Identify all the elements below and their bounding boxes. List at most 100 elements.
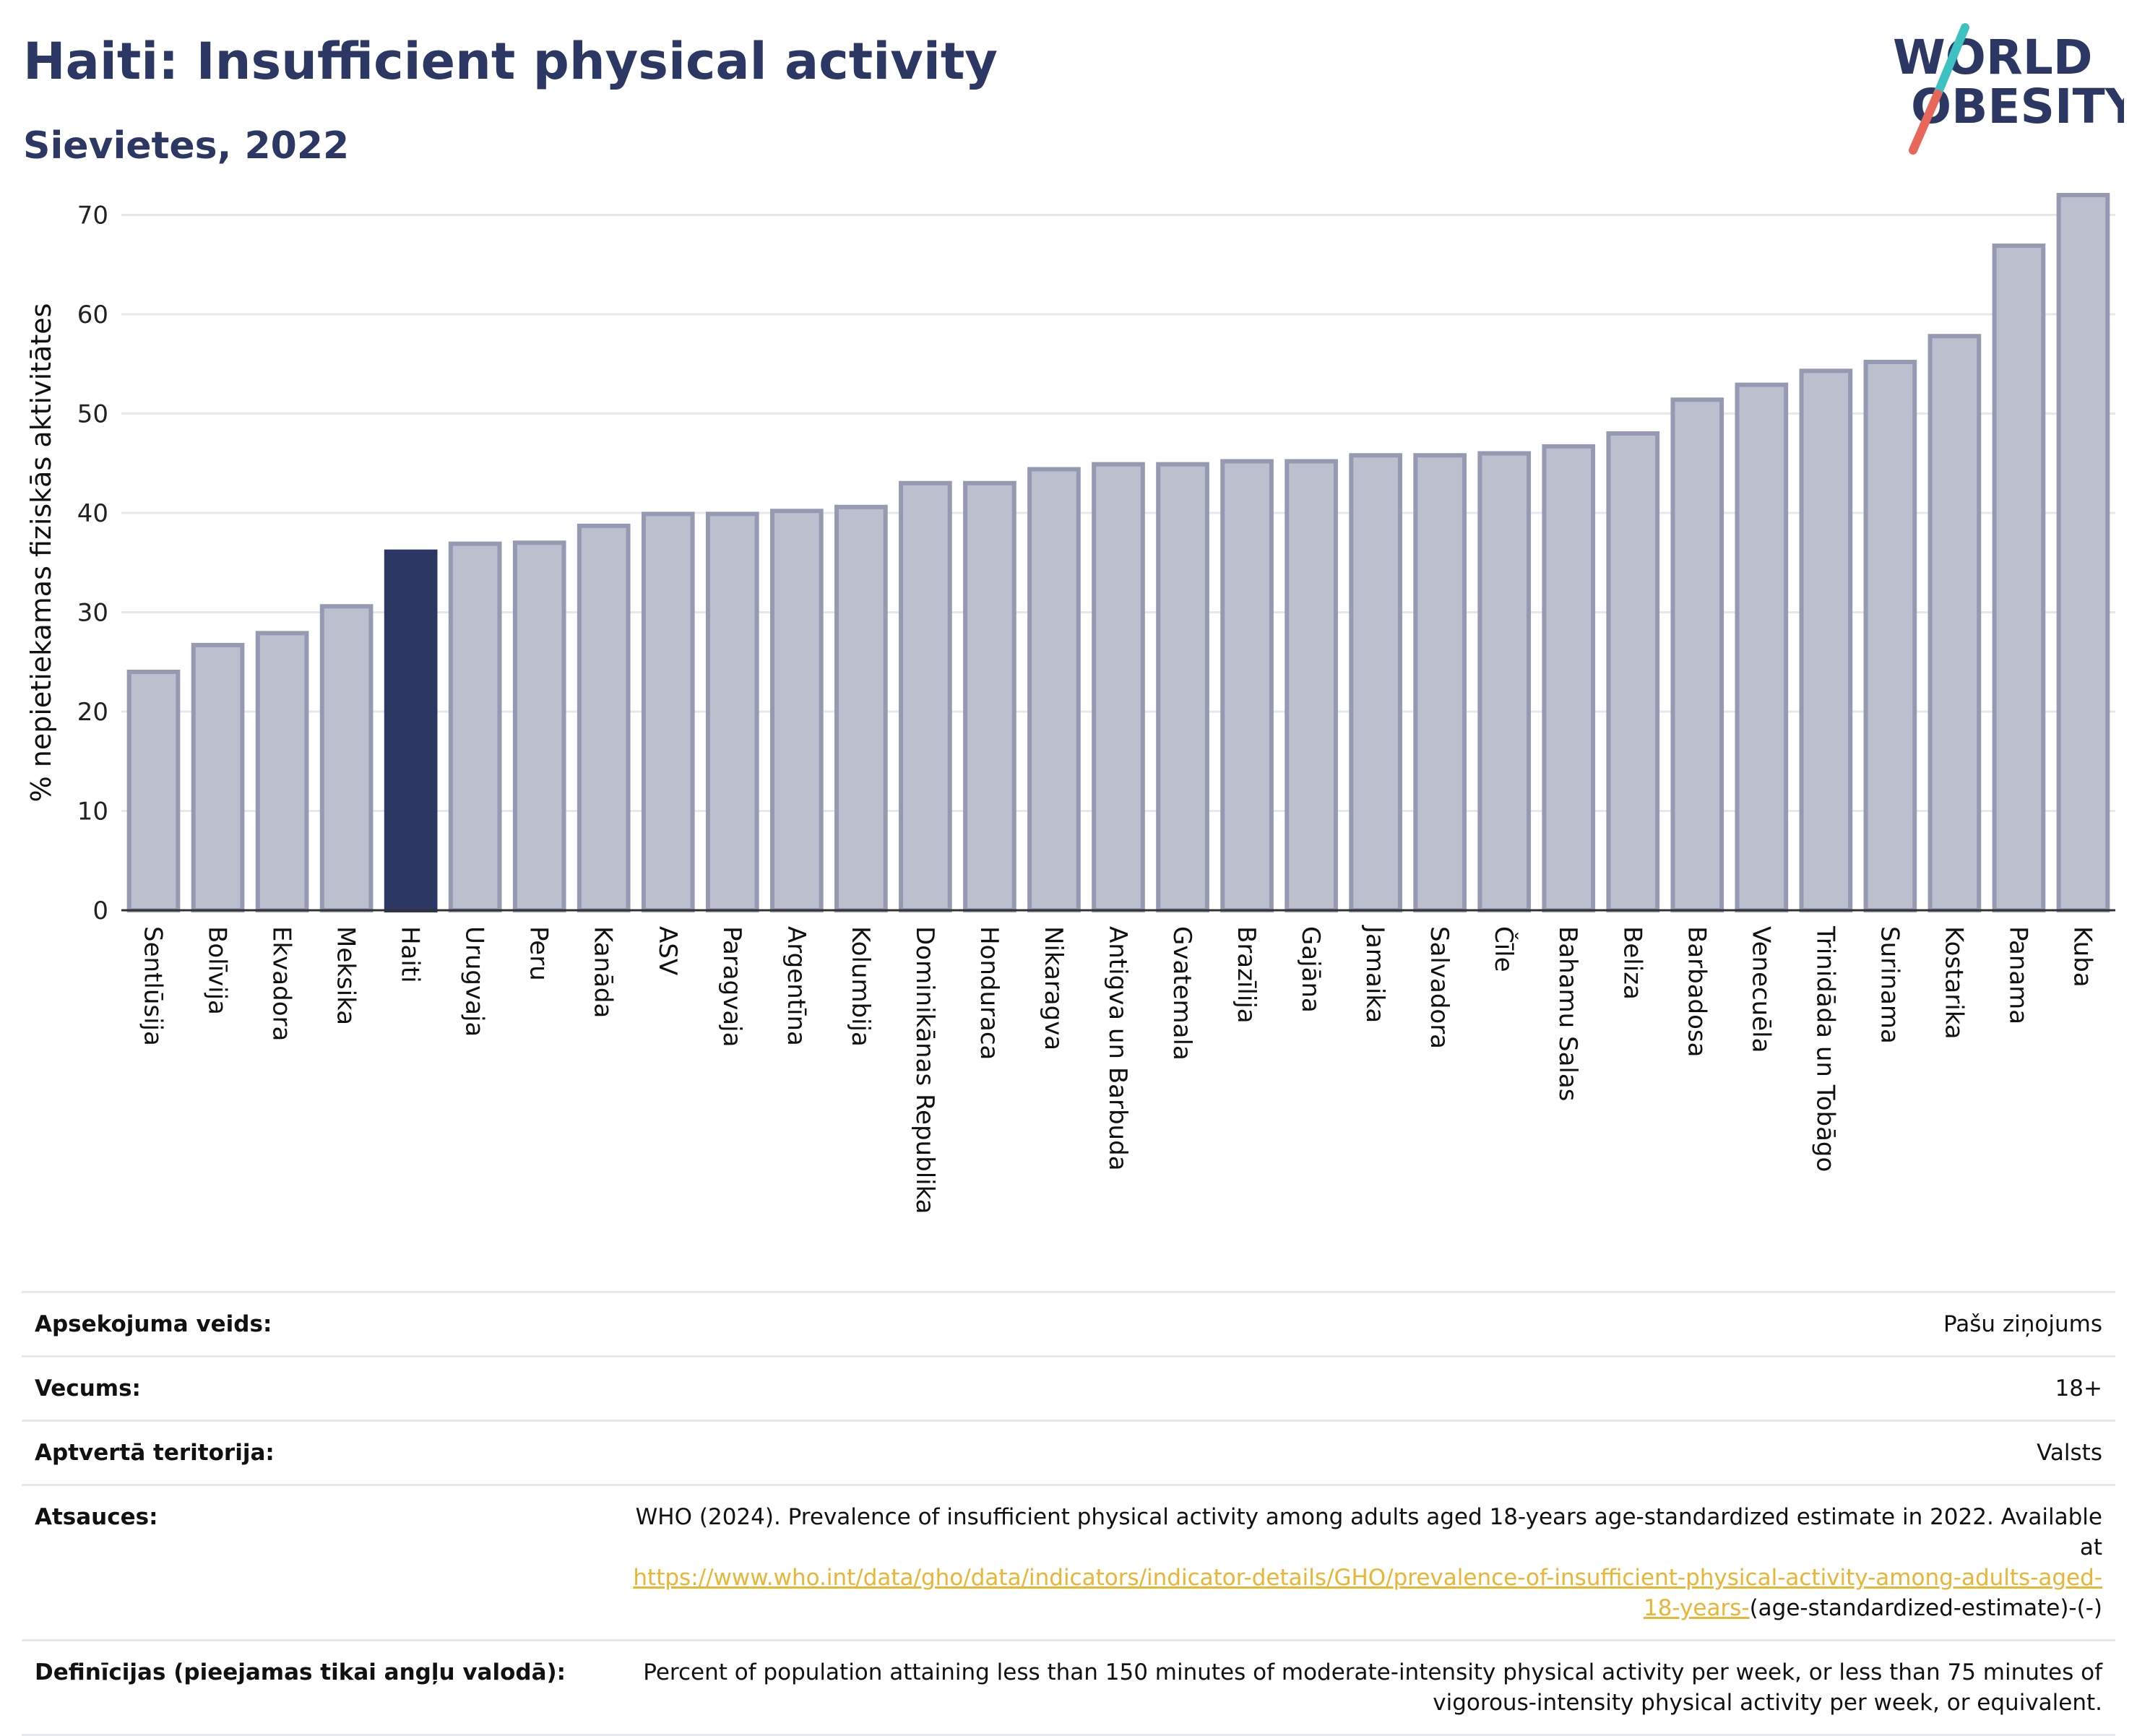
- x-tick-label: Kuba: [2068, 926, 2097, 988]
- x-tick-label: Beliza: [1618, 926, 1646, 1000]
- bar-11: [834, 504, 888, 912]
- x-tick-label: Antigva un Barbuda: [1103, 926, 1132, 1171]
- info-label: Definīcijas (pieejamas tikai angļu valod…: [35, 1659, 566, 1685]
- y-tick-label: 30: [77, 599, 108, 628]
- y-tick-label: 60: [77, 301, 108, 329]
- info-row-coverage: Aptvertā teritorija: Valsts: [22, 1420, 2115, 1485]
- bar-26: [1799, 368, 1853, 912]
- logo-line-1: WORLD: [1893, 30, 2093, 85]
- y-axis-ticks: 0 10 20 30 40 50 60 70: [77, 202, 108, 926]
- bar-4: [384, 549, 438, 912]
- y-tick-label: 0: [92, 897, 108, 925]
- bar-15: [1092, 462, 1145, 912]
- bar-0: [126, 670, 181, 912]
- bar-3: [319, 604, 374, 912]
- bar-8: [641, 511, 695, 912]
- bars: [126, 193, 2110, 912]
- x-tick-label: Čīle: [1489, 926, 1519, 972]
- logo-slash-bottom: [1909, 90, 1942, 155]
- bar-29: [1992, 243, 2046, 912]
- x-tick-label: Surinama: [1875, 926, 1904, 1044]
- x-tick-label: Panama: [2003, 926, 2032, 1024]
- x-tick-label: Meksika: [332, 926, 361, 1025]
- reference-suffix: (age-standardized-estimate)-(-): [1749, 1595, 2102, 1621]
- info-label: Vecums:: [35, 1376, 141, 1402]
- info-value: Percent of population attaining less tha…: [643, 1659, 2102, 1716]
- x-tick-label: Kostarika: [1939, 926, 1968, 1040]
- y-tick-label: 70: [77, 202, 108, 230]
- bar-chart: 0 10 20 30 40 50 60 70 Sentlūsija Bolīvija Ekvado…: [25, 193, 2115, 1214]
- info-row-references: Atsauces: WHO (2024). Prevalence of insu…: [22, 1485, 2115, 1641]
- bar-20: [1413, 453, 1467, 912]
- reference-link[interactable]: https://www.who.int/data/gho/data/indica…: [633, 1565, 2102, 1621]
- chart-title: Haiti: Insufficient physical activity: [23, 32, 998, 91]
- bar-13: [963, 480, 1016, 912]
- bar-10: [770, 509, 824, 912]
- bar-21: [1477, 451, 1532, 912]
- y-tick-label: 40: [77, 499, 108, 528]
- info-label: Apsekojuma veids:: [35, 1311, 272, 1337]
- info-label: Aptvertā teritorija:: [35, 1440, 275, 1466]
- chart-subtitle: Sievietes, 2022: [23, 124, 350, 168]
- x-tick-label: Bahamu Salas: [1553, 926, 1582, 1101]
- bar-28: [1927, 334, 1982, 912]
- x-tick-label: Bolīvija: [203, 926, 232, 1015]
- x-tick-label: Barbadosa: [1682, 926, 1711, 1058]
- x-tick-label: Urugvaja: [460, 926, 489, 1037]
- info-table: Apsekojuma veids: Pašu ziņojums Vecums: …: [22, 1291, 2115, 1736]
- x-tick-label: Brazīlija: [1232, 926, 1261, 1024]
- info-value: WHO (2024). Prevalence of insufficient p…: [597, 1485, 2115, 1641]
- y-tick-label: 50: [77, 400, 108, 429]
- x-tick-label: Nikaragva: [1039, 926, 1068, 1050]
- bar-16: [1156, 462, 1209, 912]
- bar-9: [705, 511, 759, 912]
- info-row-definitions: Definīcijas (pieejamas tikai angļu valod…: [22, 1640, 2115, 1735]
- logo-line-2: OBESITY: [1911, 79, 2124, 134]
- bar-30: [2056, 193, 2110, 912]
- x-tick-label: Sentlūsija: [139, 926, 168, 1046]
- x-tick-label: Dominikānas Republika: [910, 926, 939, 1214]
- y-axis-label: % nepietiekamas fiziskās aktivitātes: [25, 303, 57, 803]
- x-tick-label: Gajāna: [1296, 926, 1325, 1013]
- bar-5: [448, 541, 502, 912]
- bar-1: [191, 642, 245, 912]
- bar-17: [1220, 459, 1274, 912]
- y-tick-label: 10: [77, 798, 108, 826]
- info-value: 18+: [2055, 1376, 2102, 1402]
- x-tick-label: ASV: [653, 926, 682, 975]
- x-tick-label: Kanāda: [589, 926, 618, 1018]
- bar-14: [1027, 467, 1081, 912]
- bar-12: [899, 480, 952, 912]
- x-tick-label: Trinidāda un Tobāgo: [1810, 925, 1839, 1172]
- info-label: Atsauces:: [35, 1504, 158, 1530]
- bar-7: [577, 523, 631, 912]
- x-axis-ticks: Sentlūsija Bolīvija Ekvadora Meksika Haiti Ur…: [139, 925, 2097, 1214]
- bar-2: [255, 631, 309, 912]
- y-tick-label: 20: [77, 698, 108, 727]
- info-row-survey-type: Apsekojuma veids: Pašu ziņojums: [22, 1292, 2115, 1357]
- x-tick-label: Peru: [524, 926, 553, 981]
- x-tick-label: Kolumbija: [846, 926, 875, 1047]
- bar-25: [1735, 382, 1789, 912]
- bar-24: [1670, 397, 1724, 912]
- x-tick-label: Ekvadora: [267, 926, 296, 1041]
- info-row-age: Vecums: 18+: [22, 1356, 2115, 1421]
- bar-18: [1285, 459, 1338, 912]
- x-tick-label: Venecuēla: [1746, 926, 1775, 1053]
- x-tick-label: Salvadora: [1425, 926, 1454, 1049]
- x-tick-label: Honduraса: [975, 926, 1003, 1060]
- world-obesity-logo: WORLD OBESITY: [1893, 23, 2124, 155]
- x-tick-label: Gvatemala: [1167, 926, 1196, 1061]
- bar-23: [1606, 431, 1660, 912]
- x-tick-label: Jamaika: [1360, 925, 1389, 1023]
- info-value: Valsts: [2037, 1440, 2102, 1466]
- x-tick-label: Haiti: [396, 926, 425, 983]
- bar-22: [1542, 444, 1596, 912]
- logo-slash-top: [1933, 23, 1969, 98]
- bar-6: [512, 540, 566, 912]
- info-value: Pašu ziņojums: [1943, 1311, 2102, 1337]
- bar-27: [1863, 360, 1917, 912]
- bar-19: [1349, 453, 1402, 912]
- x-tick-label: Paragvaja: [717, 926, 746, 1047]
- reference-text: WHO (2024). Prevalence of insufficient p…: [635, 1504, 2102, 1560]
